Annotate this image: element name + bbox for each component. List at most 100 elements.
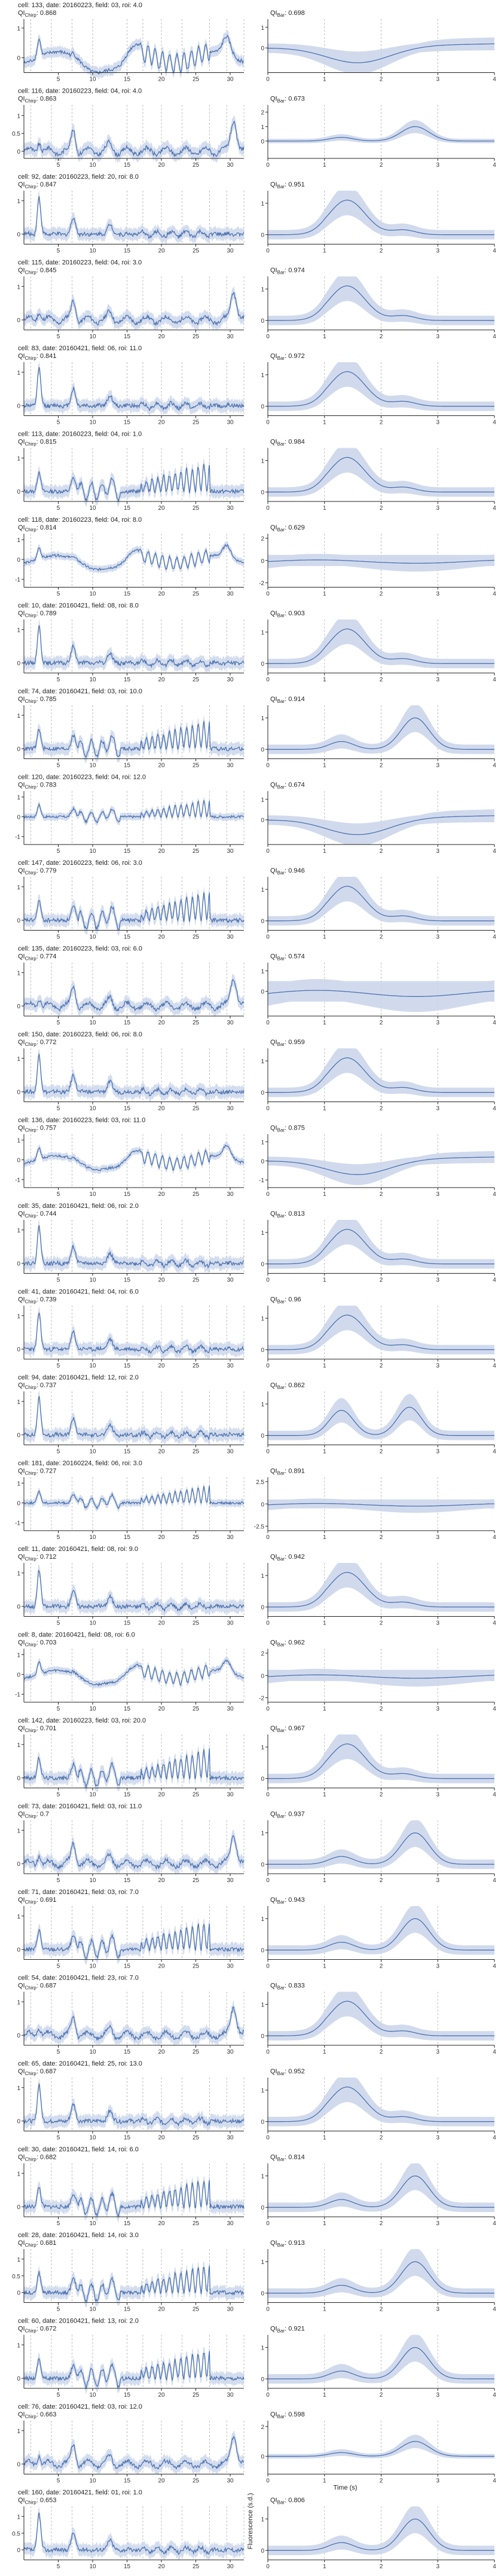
panel-title: cell: 135, date: 20160223, field: 03, ro… xyxy=(18,946,142,953)
left-x-tick-label: 20 xyxy=(158,77,165,83)
bar-confidence-band xyxy=(268,877,494,926)
qi-bar-value: : 0.946 xyxy=(285,867,305,874)
left-x-tick-label: 15 xyxy=(124,763,131,769)
chirp-confidence-band xyxy=(24,1307,244,1360)
left-x-tick-label: 10 xyxy=(89,1277,96,1284)
right-x-tick-label: 1 xyxy=(323,1620,326,1627)
qi-chirp-value: : 0.814 xyxy=(36,524,57,531)
right-x-tick-label: 0 xyxy=(266,2478,270,2485)
panel-title: cell: 136, date: 20160223, field: 03, ro… xyxy=(18,1117,145,1124)
left-y-tick-label: 1 xyxy=(17,627,20,634)
left-x-tick-label: 10 xyxy=(89,1363,96,1369)
left-x-tick-label: 25 xyxy=(193,2392,200,2398)
left-x-tick-label: 10 xyxy=(89,2478,96,2485)
left-x-tick-label: 20 xyxy=(158,1534,165,1541)
left-y-tick-label: 0 xyxy=(17,2119,20,2125)
qi-bar-value: : 0.962 xyxy=(285,1639,305,1647)
left-x-tick-label: 10 xyxy=(89,677,96,683)
qi-bar-label: QIBar: 0.959 xyxy=(270,1039,305,1047)
left-x-tick-label: 10 xyxy=(89,1191,96,1198)
qi-chirp-value: : 0.841 xyxy=(36,353,57,360)
right-y-tick-label: 1 xyxy=(261,968,264,975)
left-x-tick-label: 10 xyxy=(89,763,96,769)
right-x-tick-label: 0 xyxy=(266,2220,270,2227)
left-x-tick-label: 10 xyxy=(89,1449,96,1455)
chirp-confidence-band xyxy=(24,1390,244,1445)
qi-bar-value: : 0.698 xyxy=(285,10,305,17)
qi-chirp-label: QIChirp: 0.785 xyxy=(18,696,56,704)
left-x-tick-label: 15 xyxy=(124,162,131,169)
left-x-tick-label: 25 xyxy=(193,1191,200,1198)
left-x-tick-label: 20 xyxy=(158,1620,165,1627)
right-x-tick-label: 2 xyxy=(380,2049,383,2055)
right-y-tick-label: 0 xyxy=(261,489,264,496)
right-x-tick-label: 3 xyxy=(436,77,439,83)
qi-bar-subscript: Bar xyxy=(277,1128,285,1133)
bar-response-line xyxy=(268,628,494,664)
right-x-tick-label: 2 xyxy=(380,848,383,855)
left-x-tick-label: 25 xyxy=(193,2135,200,2141)
left-y-tick-label: 0 xyxy=(17,1090,20,1096)
left-x-tick-label: 30 xyxy=(227,677,234,683)
right-y-tick-label: 1 xyxy=(261,887,264,894)
right-x-tick-label: 2 xyxy=(380,1363,383,1369)
left-x-tick-label: 5 xyxy=(57,2049,60,2055)
right-x-tick-label: 2 xyxy=(380,2135,383,2141)
left-x-tick-label: 25 xyxy=(193,420,200,426)
right-x-tick-label: 1 xyxy=(323,1792,326,1798)
right-x-axis-label: Time (s) xyxy=(334,2485,358,2492)
panel-title: cell: 8, date: 20160421, field: 08, roi:… xyxy=(18,1632,135,1639)
right-y-tick-label: 0 xyxy=(261,2291,264,2297)
bar-confidence-band xyxy=(268,1048,494,1097)
bar-response-line xyxy=(268,200,494,235)
right-y-tick-label: 0 xyxy=(261,1501,264,1508)
left-x-tick-label: 5 xyxy=(57,2563,60,2570)
left-x-tick-label: 25 xyxy=(193,1363,200,1369)
bar-confidence-band xyxy=(268,705,494,754)
qi-bar-label: QIBar: 0.598 xyxy=(270,2411,305,2419)
right-x-tick-label: 3 xyxy=(436,2478,439,2485)
qi-chirp-subscript: Chirp xyxy=(25,613,37,619)
right-y-tick-label: -1 xyxy=(259,1177,264,1184)
left-x-tick-label: 5 xyxy=(57,1792,60,1798)
left-x-tick-label: 30 xyxy=(227,248,234,255)
qi-bar-subscript: Bar xyxy=(277,442,285,447)
left-x-tick-label: 30 xyxy=(227,2563,234,2570)
left-x-tick-label: 30 xyxy=(227,1706,234,1712)
panel-row: cell: 150, date: 20160223, field: 06, ro… xyxy=(17,1031,496,1112)
qi-bar-value: : 0.875 xyxy=(285,1125,305,1132)
left-x-tick-label: 10 xyxy=(89,2392,96,2398)
left-x-tick-label: 25 xyxy=(193,1706,200,1712)
bar-response-line xyxy=(268,2087,494,2122)
qi-chirp-subscript: Chirp xyxy=(25,99,37,104)
qi-chirp-label: QIChirp: 0.727 xyxy=(18,1468,56,1476)
qi-chirp-label: QIChirp: 0.691 xyxy=(18,1896,56,1905)
right-x-tick-label: 3 xyxy=(436,1963,439,1970)
left-x-tick-label: 30 xyxy=(227,1191,234,1198)
qi-chirp-subscript: Chirp xyxy=(25,2414,37,2419)
panel-row: cell: 35, date: 20160421, field: 06, roi… xyxy=(17,1203,496,1284)
qi-chirp-subscript: Chirp xyxy=(25,1899,37,1905)
left-y-tick-label: 1 xyxy=(17,970,20,977)
bar-response-line xyxy=(268,1918,494,1951)
right-x-tick-label: 0 xyxy=(266,1191,270,1198)
qi-chirp-label: QIChirp: 0.739 xyxy=(18,1296,56,1305)
left-x-tick-label: 30 xyxy=(227,334,234,340)
qi-chirp-subscript: Chirp xyxy=(25,785,37,790)
chirp-response-line xyxy=(23,367,245,411)
panel-row: cell: 118, date: 20160223, field: 04, ro… xyxy=(15,516,496,598)
right-y-tick-label: 0 xyxy=(261,139,264,145)
left-x-tick-label: 30 xyxy=(227,77,234,83)
bar-confidence-band xyxy=(268,979,494,1012)
left-y-tick-label: 1 xyxy=(17,1399,20,1406)
right-x-tick-label: 4 xyxy=(493,2392,496,2398)
right-x-tick-label: 3 xyxy=(436,677,439,683)
right-y-tick-label: 0 xyxy=(261,232,264,239)
panel-row: cell: 30, date: 20160421, field: 14, roi… xyxy=(17,2146,496,2228)
panel-title: cell: 65, date: 20160421, field: 25, roi… xyxy=(18,2060,142,2067)
right-x-tick-label: 3 xyxy=(436,2220,439,2227)
left-x-tick-label: 20 xyxy=(158,1191,165,1198)
right-y-tick-label: 0 xyxy=(261,1433,264,1440)
qi-chirp-label: QIChirp: 0.653 xyxy=(18,2497,56,2505)
right-y-tick-label: 0 xyxy=(261,1862,264,1868)
